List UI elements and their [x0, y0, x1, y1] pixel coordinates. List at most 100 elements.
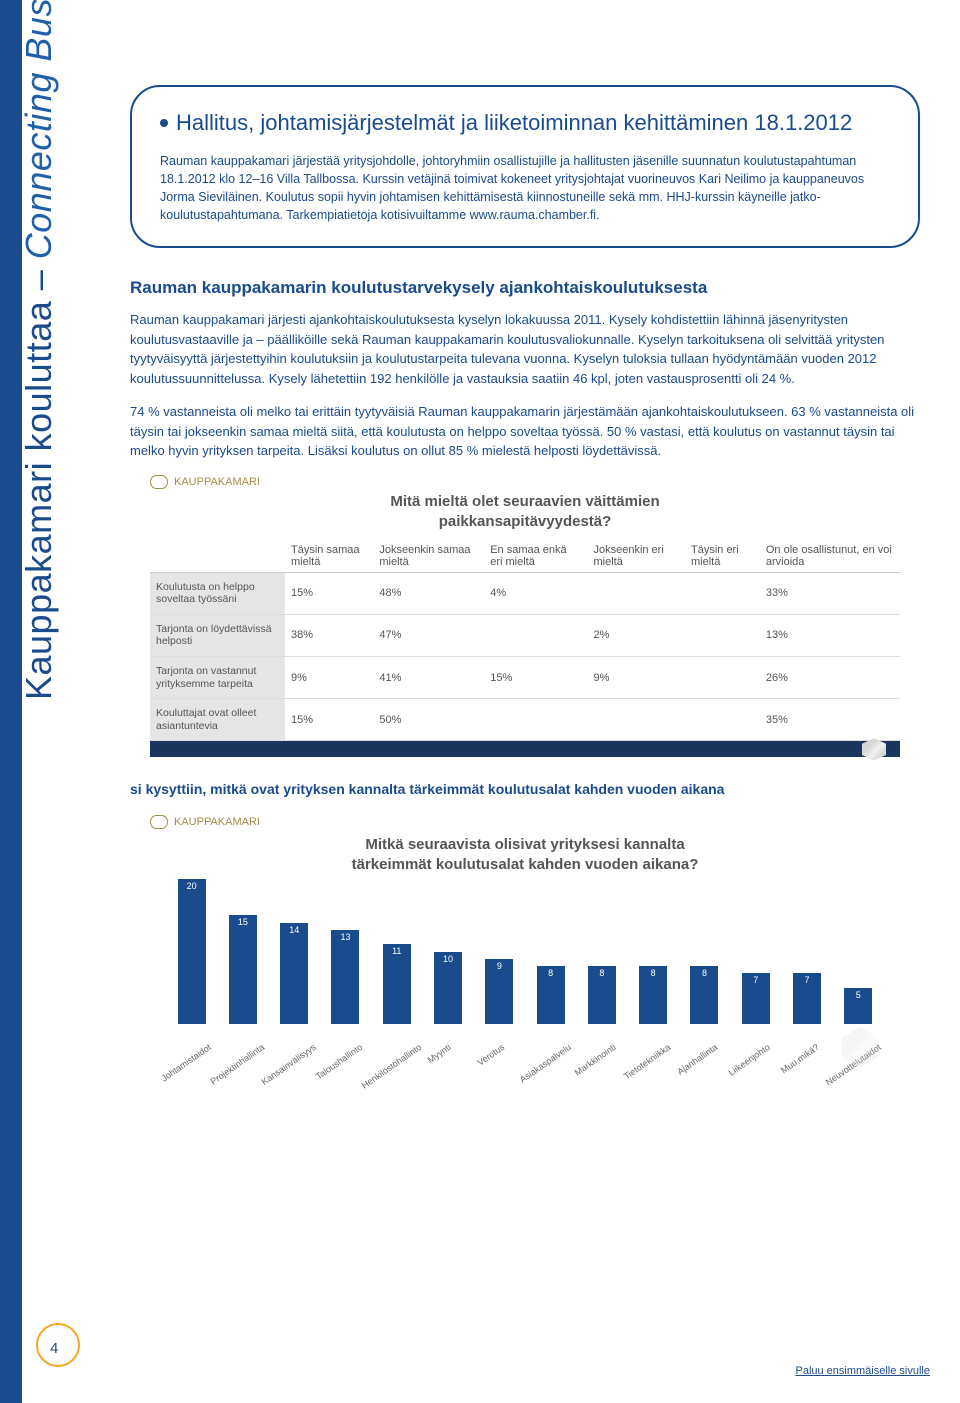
- bar-value: 7: [805, 975, 810, 985]
- section1-title: Rauman kauppakamarin koulutustarvekysely…: [130, 278, 920, 298]
- bar: 10: [434, 952, 462, 1025]
- bar-wrap: 8Ajanhallinta: [681, 966, 728, 1052]
- row-label: Kouluttajat ovat olleet asiantuntevia: [150, 699, 285, 741]
- chart-title: Mitkä seuraavista olisivat yrityksesi ka…: [150, 835, 900, 874]
- row-label: Koulutusta on helppo soveltaa työssäni: [150, 572, 285, 614]
- bar-value: 7: [753, 975, 758, 985]
- table-cell: 33%: [760, 572, 900, 614]
- bullet-icon: [160, 119, 168, 127]
- table-cell: [685, 572, 760, 614]
- bar-value: 8: [702, 968, 707, 978]
- bar: 8: [588, 966, 616, 1024]
- col-4: Täysin eri mieltä: [685, 540, 760, 573]
- bar-wrap: 7Liikeenjohto: [732, 973, 779, 1052]
- bar-wrap: 8Markkinointi: [578, 966, 625, 1052]
- table-row: Tarjonta on löydettävissä helposti38%47%…: [150, 614, 900, 656]
- table-cell: 26%: [760, 656, 900, 698]
- table-cell: [685, 656, 760, 698]
- survey-table-block: KAUPPAKAMARI Mitä mieltä olet seuraavien…: [150, 475, 900, 758]
- table-cell: 35%: [760, 699, 900, 741]
- bar-value: 10: [443, 954, 453, 964]
- table-cell: 41%: [373, 656, 484, 698]
- bar: 9: [485, 959, 513, 1024]
- table-header-row: Täysin samaa mieltä Jokseenkin samaa mie…: [150, 540, 900, 573]
- bar: 20: [178, 879, 206, 1024]
- bar-label: Verotus: [476, 1042, 507, 1068]
- bar: 8: [639, 966, 667, 1024]
- bar-value: 9: [497, 961, 502, 971]
- table-cell: 15%: [484, 656, 587, 698]
- bar-wrap: 20Johtamistaidot: [168, 879, 215, 1052]
- bar-wrap: 14Kansainvälisyys: [271, 923, 318, 1053]
- footer-return-link[interactable]: Paluu ensimmäiselle sivulle: [795, 1365, 930, 1377]
- bar-value: 8: [548, 968, 553, 978]
- row-label: Tarjonta on vastannut yrityksemme tarpei…: [150, 656, 285, 698]
- table-cell: 48%: [373, 572, 484, 614]
- table-cell: [484, 614, 587, 656]
- bar-label: Johtamistaidot: [159, 1042, 212, 1083]
- table-row: Tarjonta on vastannut yrityksemme tarpei…: [150, 656, 900, 698]
- callout-title: Hallitus, johtamisjärjestelmät ja liiket…: [176, 109, 852, 138]
- bar-wrap: 7Muu,mikä?: [783, 973, 830, 1052]
- table-cell: [484, 699, 587, 741]
- bar-value: 5: [856, 990, 861, 1000]
- bar-value: 13: [340, 932, 350, 942]
- bar-value: 14: [289, 925, 299, 935]
- bar-label: Markkinointi: [573, 1042, 618, 1078]
- logo-c-icon: [150, 475, 168, 489]
- callout-box: Hallitus, johtamisjärjestelmät ja liiket…: [130, 85, 920, 248]
- table-cell: 38%: [285, 614, 373, 656]
- table-row: Koulutusta on helppo soveltaa työssäni15…: [150, 572, 900, 614]
- bar-wrap: 15Projektinhallinta: [219, 915, 266, 1052]
- table-cell: 15%: [285, 699, 373, 741]
- chart-brand-text: KAUPPAKAMARI: [174, 816, 260, 828]
- bar-wrap: 13Taloushallinto: [322, 930, 369, 1053]
- table-footer-bar: [150, 741, 900, 757]
- bar-value: 15: [238, 917, 248, 927]
- chart-title-l2: tärkeimmät koulutusalat kahden vuoden ai…: [352, 856, 699, 873]
- col-3: Jokseenkin eri mieltä: [587, 540, 685, 573]
- bar-label: Projektinhallinta: [209, 1042, 267, 1087]
- bar-value: 20: [187, 881, 197, 891]
- bar-label: Myynti: [426, 1042, 453, 1065]
- sidebar-italic: Connecting Business: [18, 0, 59, 259]
- bar-label: Asiakaspalvelu: [517, 1042, 572, 1085]
- section1-p2: 74 % vastanneista oli melko tai erittäin…: [130, 402, 920, 461]
- table-cell: 2%: [587, 614, 685, 656]
- bar: 7: [793, 973, 821, 1024]
- bar: 5: [844, 988, 872, 1024]
- bar-value: 11: [392, 946, 401, 956]
- col-2: En samaa enkä eri mieltä: [484, 540, 587, 573]
- bar: 8: [537, 966, 565, 1024]
- survey-table: Täysin samaa mieltä Jokseenkin samaa mie…: [150, 540, 900, 742]
- table-cell: [587, 572, 685, 614]
- table-cell: 15%: [285, 572, 373, 614]
- bar: 13: [331, 930, 359, 1025]
- section1-p1: Rauman kauppakamari järjesti ajankohtais…: [130, 310, 920, 388]
- bar-label: Taloushallinto: [314, 1042, 364, 1081]
- table-row: Kouluttajat ovat olleet asiantuntevia15%…: [150, 699, 900, 741]
- bar-value: 8: [651, 968, 656, 978]
- bar: 8: [690, 966, 718, 1024]
- bar-label: Liikeenjohto: [726, 1042, 771, 1078]
- bar-wrap: 9Verotus: [476, 959, 523, 1052]
- bar-label: Ajanhallinta: [676, 1042, 720, 1077]
- row-label: Tarjonta on löydettävissä helposti: [150, 614, 285, 656]
- bar-wrap: 8Tietotekniikka: [630, 966, 677, 1052]
- bar-value: 8: [599, 968, 604, 978]
- chart-bars-container: 20Johtamistaidot15Projektinhallinta14Kan…: [160, 892, 890, 1052]
- bar-wrap: 8Asiakaspalvelu: [527, 966, 574, 1052]
- table-title-l2: paikkansapitävyydestä?: [150, 513, 900, 530]
- col-1: Jokseenkin samaa mieltä: [373, 540, 484, 573]
- bar-wrap: 10Myynti: [424, 952, 471, 1053]
- chart-title-l1: Mitkä seuraavista olisivat yrityksesi ka…: [365, 836, 684, 853]
- page-number: 4: [50, 1340, 58, 1357]
- col-5: On ole osallistunut, en voi arvioida: [760, 540, 900, 573]
- mid-question-text: si kysyttiin, mitkä ovat yrityksen kanna…: [130, 781, 920, 797]
- table-cell: 50%: [373, 699, 484, 741]
- table-cell: 4%: [484, 572, 587, 614]
- bar-label: Muu,mikä?: [779, 1042, 821, 1075]
- bar-label: Kansainvälisyys: [260, 1042, 318, 1087]
- bar-label: Henkilöstöhallinto: [360, 1042, 424, 1091]
- sidebar-main: Kauppakamari kouluttaa –: [18, 259, 59, 700]
